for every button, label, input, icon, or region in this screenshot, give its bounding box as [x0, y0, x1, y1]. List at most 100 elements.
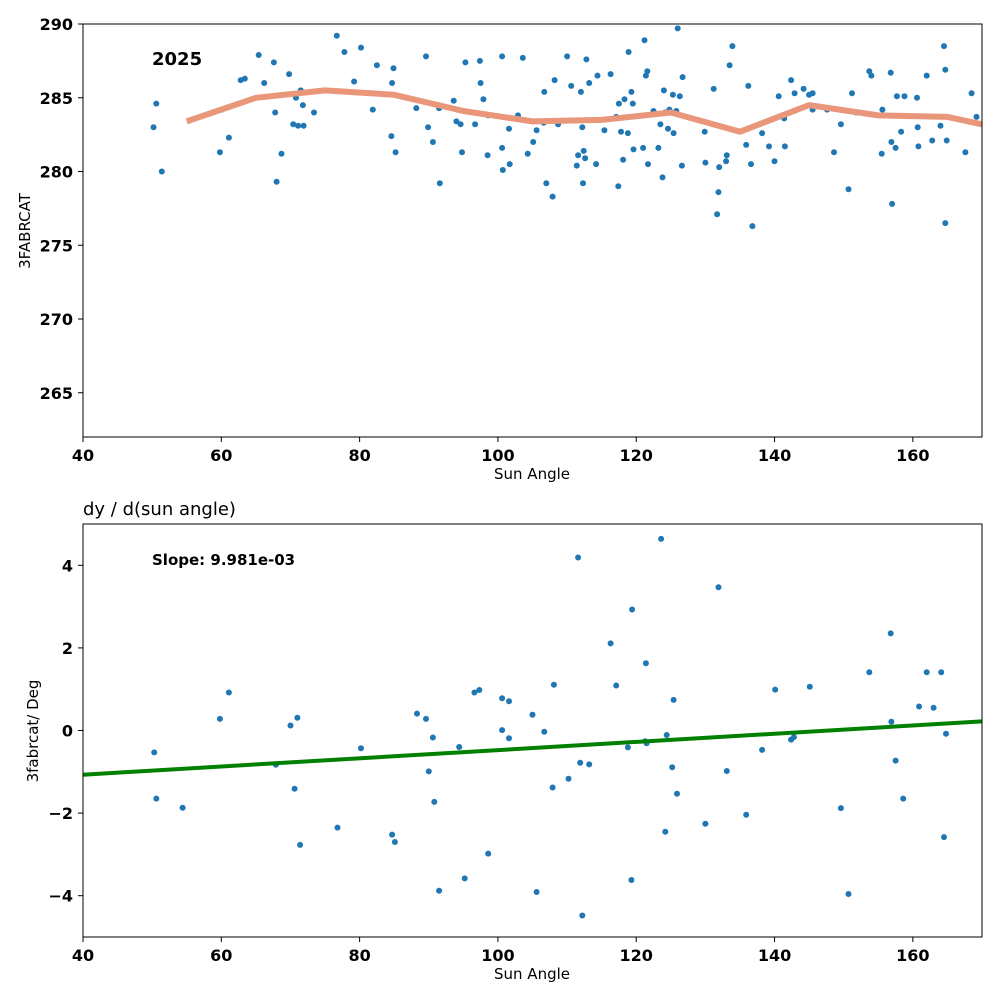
data-point	[524, 150, 531, 157]
data-point	[506, 161, 513, 168]
data-point	[499, 53, 506, 60]
data-point	[898, 128, 905, 135]
data-point	[743, 141, 750, 148]
data-point	[670, 130, 677, 137]
data-point	[413, 105, 420, 112]
data-point	[915, 143, 922, 150]
x-tick-label: 120	[620, 446, 653, 465]
data-point	[575, 554, 582, 561]
top-annotation: 2025	[152, 49, 202, 70]
data-point	[660, 87, 667, 94]
data-point	[459, 149, 465, 156]
data-point	[499, 167, 506, 173]
data-point	[450, 97, 457, 104]
data-point	[533, 127, 540, 134]
top-y-axis-label: 3FABRCAT	[16, 192, 34, 269]
data-point	[577, 88, 584, 95]
data-point	[892, 757, 899, 764]
data-point	[300, 122, 307, 129]
data-point	[831, 149, 837, 156]
data-point	[676, 93, 683, 100]
x-tick-label: 40	[72, 946, 94, 965]
bottom-x-ticks: 40 60 80 100 120 140 160	[72, 937, 930, 965]
data-point	[943, 137, 950, 144]
data-point	[583, 56, 590, 63]
data-point	[429, 734, 436, 741]
data-point	[916, 703, 923, 710]
data-point	[701, 128, 708, 135]
data-point	[564, 53, 571, 60]
y-tick-label: 280	[40, 163, 73, 182]
data-point	[391, 839, 398, 845]
y-tick-label: −2	[48, 804, 73, 823]
data-point	[679, 74, 686, 81]
x-tick-label: 100	[481, 446, 514, 465]
x-tick-label: 60	[210, 446, 232, 465]
data-point	[476, 57, 483, 64]
data-point	[529, 711, 536, 718]
data-point	[941, 834, 947, 841]
x-tick-label: 120	[620, 946, 653, 965]
data-point	[726, 62, 733, 69]
data-point	[624, 744, 631, 751]
data-point	[868, 72, 875, 79]
data-point	[714, 211, 721, 218]
data-point	[878, 150, 885, 157]
data-point	[766, 143, 772, 150]
data-point	[436, 180, 443, 187]
data-point	[425, 768, 432, 775]
data-point	[607, 71, 614, 78]
data-point	[506, 698, 512, 705]
data-point	[621, 96, 628, 103]
data-point	[519, 54, 526, 61]
data-point	[533, 889, 540, 895]
data-point	[179, 804, 186, 811]
data-point	[389, 80, 396, 86]
data-point	[586, 761, 593, 768]
data-point	[888, 718, 895, 725]
data-point	[901, 93, 908, 100]
data-point	[506, 735, 512, 742]
data-point	[153, 100, 160, 107]
data-point	[702, 159, 709, 166]
data-point	[431, 798, 438, 805]
data-point	[775, 93, 782, 100]
data-point	[866, 669, 873, 676]
data-point	[311, 109, 317, 116]
data-point	[659, 174, 666, 181]
bottom-fit-line	[82, 719, 983, 777]
data-point	[484, 152, 491, 159]
data-point	[579, 912, 586, 919]
x-tick-label: 80	[348, 446, 370, 465]
data-point	[225, 689, 232, 696]
data-point	[150, 124, 157, 131]
data-point	[657, 121, 664, 128]
data-point	[889, 200, 896, 207]
data-point	[499, 144, 506, 151]
data-point	[499, 727, 506, 734]
data-point	[568, 82, 575, 89]
data-point	[423, 715, 429, 722]
data-point	[655, 144, 662, 151]
data-point	[892, 144, 899, 151]
data-point	[723, 768, 730, 774]
top-trend-line	[185, 87, 983, 135]
data-point	[893, 93, 900, 100]
y-tick-label: 290	[40, 15, 73, 34]
data-point	[710, 85, 717, 92]
data-point	[900, 795, 907, 802]
y-tick-label: 0	[62, 722, 73, 741]
data-point	[624, 130, 631, 137]
data-point	[216, 149, 223, 156]
data-point	[333, 32, 340, 39]
data-point	[729, 43, 736, 50]
data-point	[287, 722, 294, 729]
data-point	[575, 152, 582, 159]
data-point	[845, 891, 852, 897]
data-point	[388, 133, 395, 140]
data-point	[550, 681, 557, 688]
data-point	[389, 831, 396, 838]
data-point	[715, 189, 722, 196]
data-point	[644, 68, 651, 75]
